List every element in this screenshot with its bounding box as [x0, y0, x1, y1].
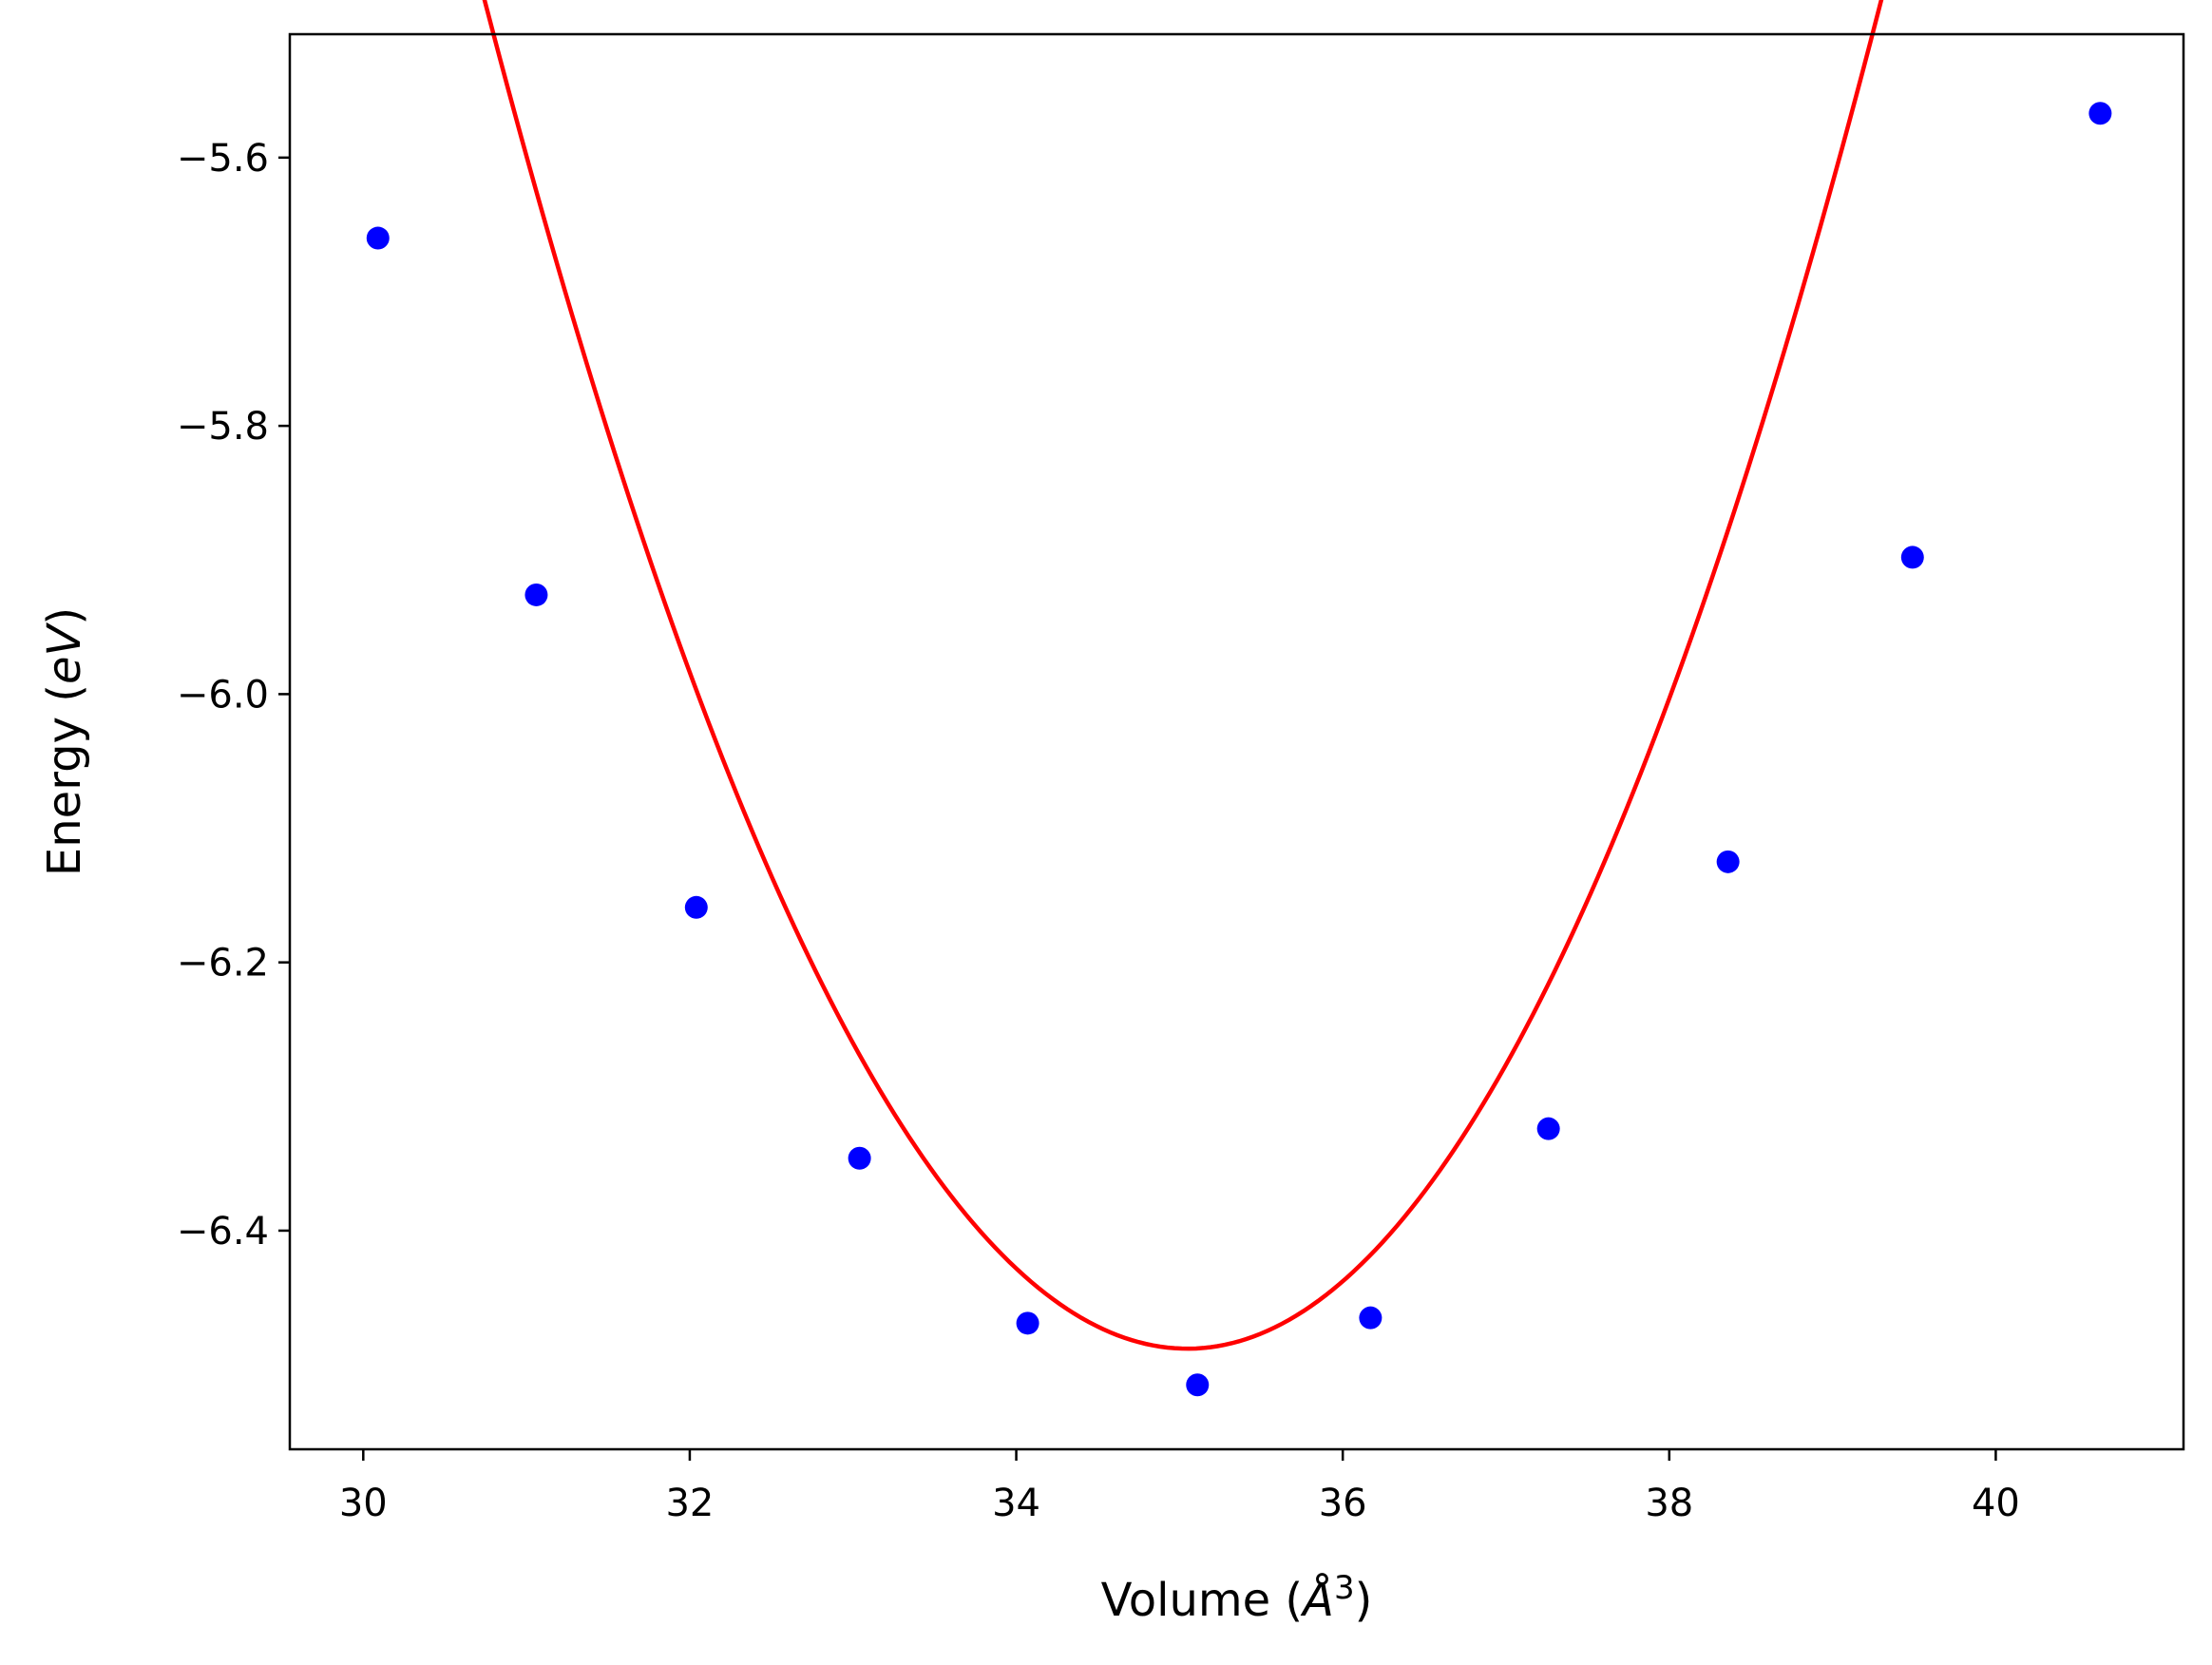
y-axis-label-prefix: Energy (: [38, 684, 91, 876]
data-point: [366, 226, 390, 250]
data-point: [1016, 1311, 1039, 1335]
y-axis-ticks: −5.6 −5.8 −6.0 −6.2 −6.4: [177, 137, 290, 1254]
data-point: [524, 583, 548, 606]
x-tick-label: 40: [1972, 1482, 2020, 1525]
data-point: [848, 1146, 871, 1170]
x-tick-label: 32: [665, 1482, 714, 1525]
y-tick-label: −6.0: [177, 673, 269, 717]
y-tick-label: −6.2: [177, 942, 269, 986]
data-point: [1359, 1306, 1382, 1330]
x-tick-label: 30: [339, 1482, 388, 1525]
y-tick-label: −5.6: [177, 137, 269, 181]
x-axis-ticks: 30 32 34 36 38 40: [339, 1449, 2020, 1525]
x-tick-label: 34: [992, 1482, 1040, 1525]
x-axis-label-power: 3: [1334, 1569, 1355, 1607]
data-point: [1186, 1373, 1210, 1397]
data-point: [684, 895, 708, 919]
fit-curve: [482, 0, 1884, 1351]
x-axis-label-suffix: ): [1355, 1574, 1373, 1627]
x-tick-label: 36: [1319, 1482, 1367, 1525]
x-tick-label: 38: [1645, 1482, 1693, 1525]
data-point: [1536, 1117, 1560, 1140]
x-axis-label-symbol: Å: [1300, 1573, 1334, 1627]
x-axis-label-prefix: Volume (: [1101, 1574, 1304, 1627]
y-axis-label-unit: eV: [38, 622, 91, 685]
plot-frame: [288, 32, 2185, 1451]
x-axis-label: Volume (Å3): [1101, 1569, 1373, 1627]
plot-area: [366, 0, 2112, 1397]
data-point: [1900, 545, 1924, 569]
y-tick-label: −5.8: [177, 405, 269, 449]
data-point: [1716, 850, 1740, 873]
y-axis-label-suffix: ): [38, 607, 91, 625]
data-point: [2088, 102, 2112, 125]
y-tick-label: −6.4: [177, 1210, 269, 1254]
y-axis-label: Energy (eV): [38, 607, 91, 876]
